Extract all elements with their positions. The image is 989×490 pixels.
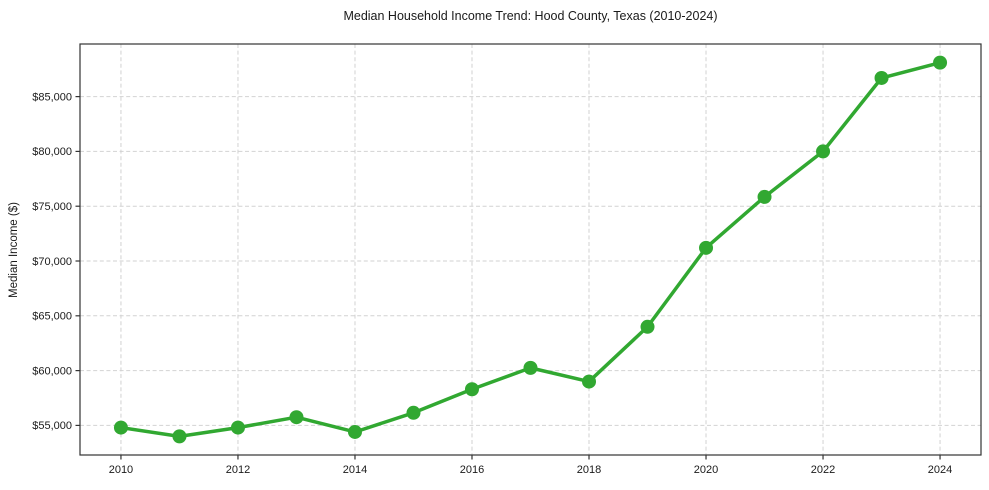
x-tick-label: 2022 [811,464,835,476]
y-tick-label: $80,000 [32,146,72,158]
x-tick-label: 2024 [928,464,952,476]
data-point [172,429,187,444]
y-tick-label: $70,000 [32,256,72,268]
data-point [933,55,948,70]
data-point [816,144,831,159]
x-tick-label: 2016 [460,464,484,476]
x-tick-label: 2010 [109,464,133,476]
chart-title: Median Household Income Trend: Hood Coun… [343,9,718,23]
y-tick-label: $65,000 [32,311,72,323]
data-point [113,420,128,435]
data-point [699,240,714,255]
data-point [230,420,245,435]
y-axis-label: Median Income ($) [8,202,20,298]
y-tick-label: $55,000 [32,420,72,432]
y-tick-label: $75,000 [32,201,72,213]
y-tick-label: $85,000 [32,91,72,103]
data-point [523,360,538,375]
data-point [582,374,597,389]
data-point [757,189,772,204]
x-tick-label: 2014 [343,464,367,476]
data-point [347,424,362,439]
plot-border [79,43,982,456]
data-point [289,410,304,425]
x-tick-label: 2018 [577,464,601,476]
data-point [406,405,421,420]
data-point [640,319,655,334]
x-tick-label: 2020 [694,464,718,476]
x-tick-label: 2012 [226,464,250,476]
data-point [464,382,479,397]
trend-line [119,60,942,439]
y-tick-label: $60,000 [32,365,72,377]
data-point [874,70,889,85]
